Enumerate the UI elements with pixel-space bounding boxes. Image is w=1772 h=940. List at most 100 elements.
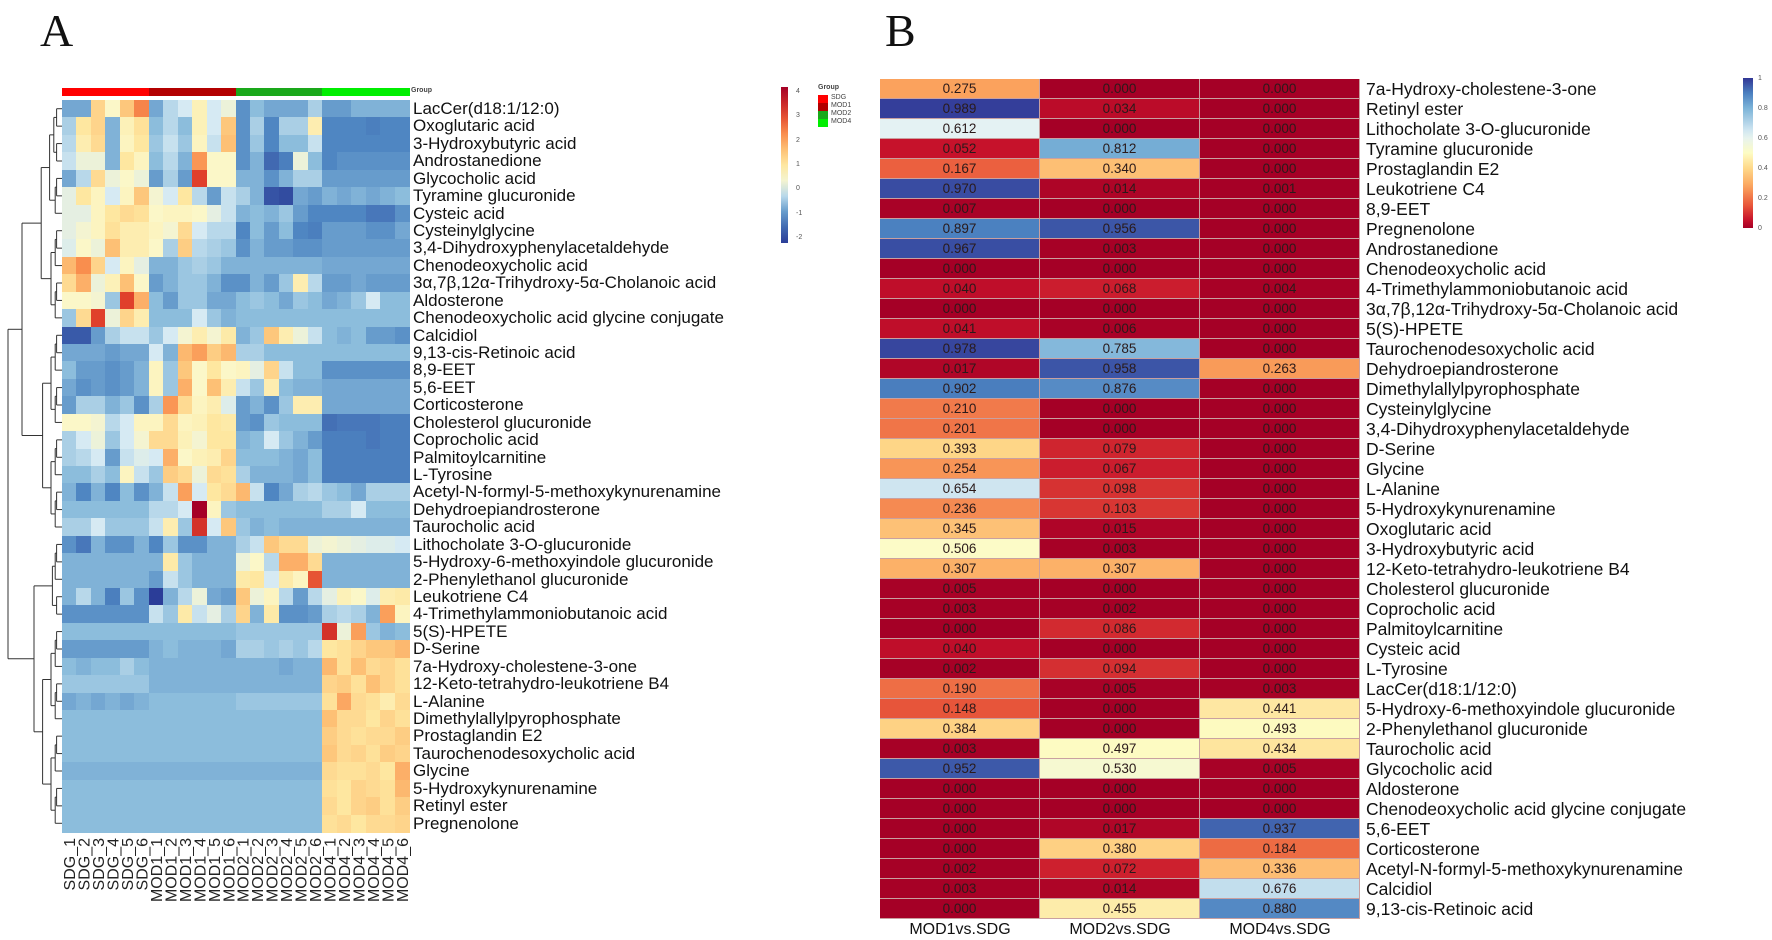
heatmap-a-cell [206, 413, 222, 432]
heatmap-a-cell [105, 152, 121, 171]
heatmap-a-cell [278, 344, 294, 363]
heatmap-a-cell [163, 570, 179, 589]
heatmap-a-cell [221, 117, 237, 136]
heatmap-a-cell [322, 239, 338, 258]
heatmap-b-row-label: 12-Keto-tetrahydro-leukotriene B4 [1366, 559, 1630, 579]
heatmap-a-cell [336, 361, 352, 380]
heatmap-a-cell [177, 361, 193, 380]
heatmap-a-cell [76, 448, 92, 467]
heatmap-a-cell [134, 187, 150, 206]
heatmap-a-cell [119, 239, 135, 258]
heatmap-a-cell [105, 378, 121, 397]
heatmap-a-cell [62, 762, 78, 781]
heatmap-a-cell [278, 378, 294, 397]
heatmap-a-cell [62, 326, 78, 345]
heatmap-a-cell [90, 187, 106, 206]
heatmap-a-cell [90, 535, 106, 554]
heatmap-a-cell [221, 239, 237, 258]
heatmap-b-cell: 0.612 [880, 119, 1040, 139]
heatmap-a-cell [134, 535, 150, 554]
heatmap-b-row-label: 2-Phenylethanol glucuronide [1366, 719, 1588, 739]
heatmap-a-cell [293, 588, 309, 607]
heatmap-a-cell [235, 396, 251, 415]
heatmap-a-cell [278, 256, 294, 275]
heatmap-a-cell [90, 396, 106, 415]
heatmap-a-cell [76, 605, 92, 624]
heatmap-b-row-label: Androstanedione [1366, 239, 1499, 259]
heatmap-a-cell [380, 431, 396, 450]
heatmap-a-cell [336, 431, 352, 450]
heatmap-a-cell [177, 256, 193, 275]
heatmap-a-cell [264, 640, 280, 659]
heatmap-a-cell [148, 518, 164, 537]
heatmap-a-cell [177, 187, 193, 206]
heatmap-a-cell [249, 152, 265, 171]
heatmap-a-cell [380, 344, 396, 363]
heatmap-a-cell [119, 274, 135, 293]
heatmap-a-cell [76, 413, 92, 432]
group-legend-label: MOD2 [831, 110, 852, 117]
heatmap-a-cell [62, 378, 78, 397]
heatmap-a-cell [206, 431, 222, 450]
heatmap-a-cell [62, 727, 78, 746]
heatmap-a-cell [264, 692, 280, 711]
heatmap-a-cell [394, 588, 410, 607]
heatmap-a-cell [192, 814, 208, 833]
heatmap-a-cell [134, 605, 150, 624]
heatmap-a-cell [307, 274, 323, 293]
heatmap-a-cell [264, 535, 280, 554]
heatmap-a-cell [105, 100, 121, 119]
heatmap-a-cell [249, 779, 265, 798]
heatmap-a-cell [307, 413, 323, 432]
heatmap-b-cell: 0.000 [1200, 519, 1360, 539]
heatmap-a-cell [90, 657, 106, 676]
heatmap-b-row-label: 4-Trimethylammoniobutanoic acid [1366, 279, 1628, 299]
heatmap-a-cell [90, 326, 106, 345]
heatmap-b-cell: 0.000 [1200, 219, 1360, 239]
heatmap-a-cell [163, 326, 179, 345]
heatmap-a-row-label: Pregnenolone [413, 813, 519, 833]
heatmap-b-cell: 0.000 [1200, 559, 1360, 579]
heatmap-a-cell [351, 814, 367, 833]
group-legend-label: MOD4 [831, 118, 852, 125]
heatmap-a-cell [76, 152, 92, 171]
heatmap-a-cell [322, 256, 338, 275]
heatmap-a-cell [148, 413, 164, 432]
heatmap-a-cell [148, 187, 164, 206]
heatmap-a-cell [163, 640, 179, 659]
heatmap-a-cell [119, 344, 135, 363]
group-legend-swatch-mod2 [818, 111, 828, 119]
heatmap-a-cell [235, 727, 251, 746]
heatmap-a-cell [62, 222, 78, 241]
heatmap-a-cell [177, 675, 193, 694]
heatmap-a-cell [380, 361, 396, 380]
heatmap-a-cell [249, 396, 265, 415]
heatmap-a-cell [206, 744, 222, 763]
heatmap-b-cell: 0.014 [1040, 179, 1200, 199]
heatmap-a-cell [394, 396, 410, 415]
heatmap-a-cell [192, 535, 208, 554]
heatmap-a-cell [307, 622, 323, 641]
heatmap-a-cell [394, 239, 410, 258]
heatmap-a-cell [134, 396, 150, 415]
heatmap-a-cell [90, 622, 106, 641]
heatmap-a-cell [119, 222, 135, 241]
heatmap-a-cell [351, 466, 367, 485]
heatmap-a-cell [380, 675, 396, 694]
heatmap-a-cell [336, 675, 352, 694]
heatmap-a-cell [119, 744, 135, 763]
heatmap-a-cell [62, 710, 78, 729]
heatmap-a-cell [293, 326, 309, 345]
heatmap-b-cell: 0.007 [880, 199, 1040, 219]
heatmap-a-cell [293, 344, 309, 363]
heatmap-a-cell [134, 222, 150, 241]
heatmap-a-cell [293, 117, 309, 136]
heatmap-b-cell: 0.000 [1040, 399, 1200, 419]
heatmap-a-cell [322, 744, 338, 763]
heatmap-b-cell: 0.812 [1040, 139, 1200, 159]
heatmap-b-cell: 0.079 [1040, 439, 1200, 459]
heatmap-a-cell [351, 553, 367, 572]
heatmap-a-cell [235, 309, 251, 328]
heatmap-a-cell [206, 326, 222, 345]
heatmap-a-cell [206, 361, 222, 380]
